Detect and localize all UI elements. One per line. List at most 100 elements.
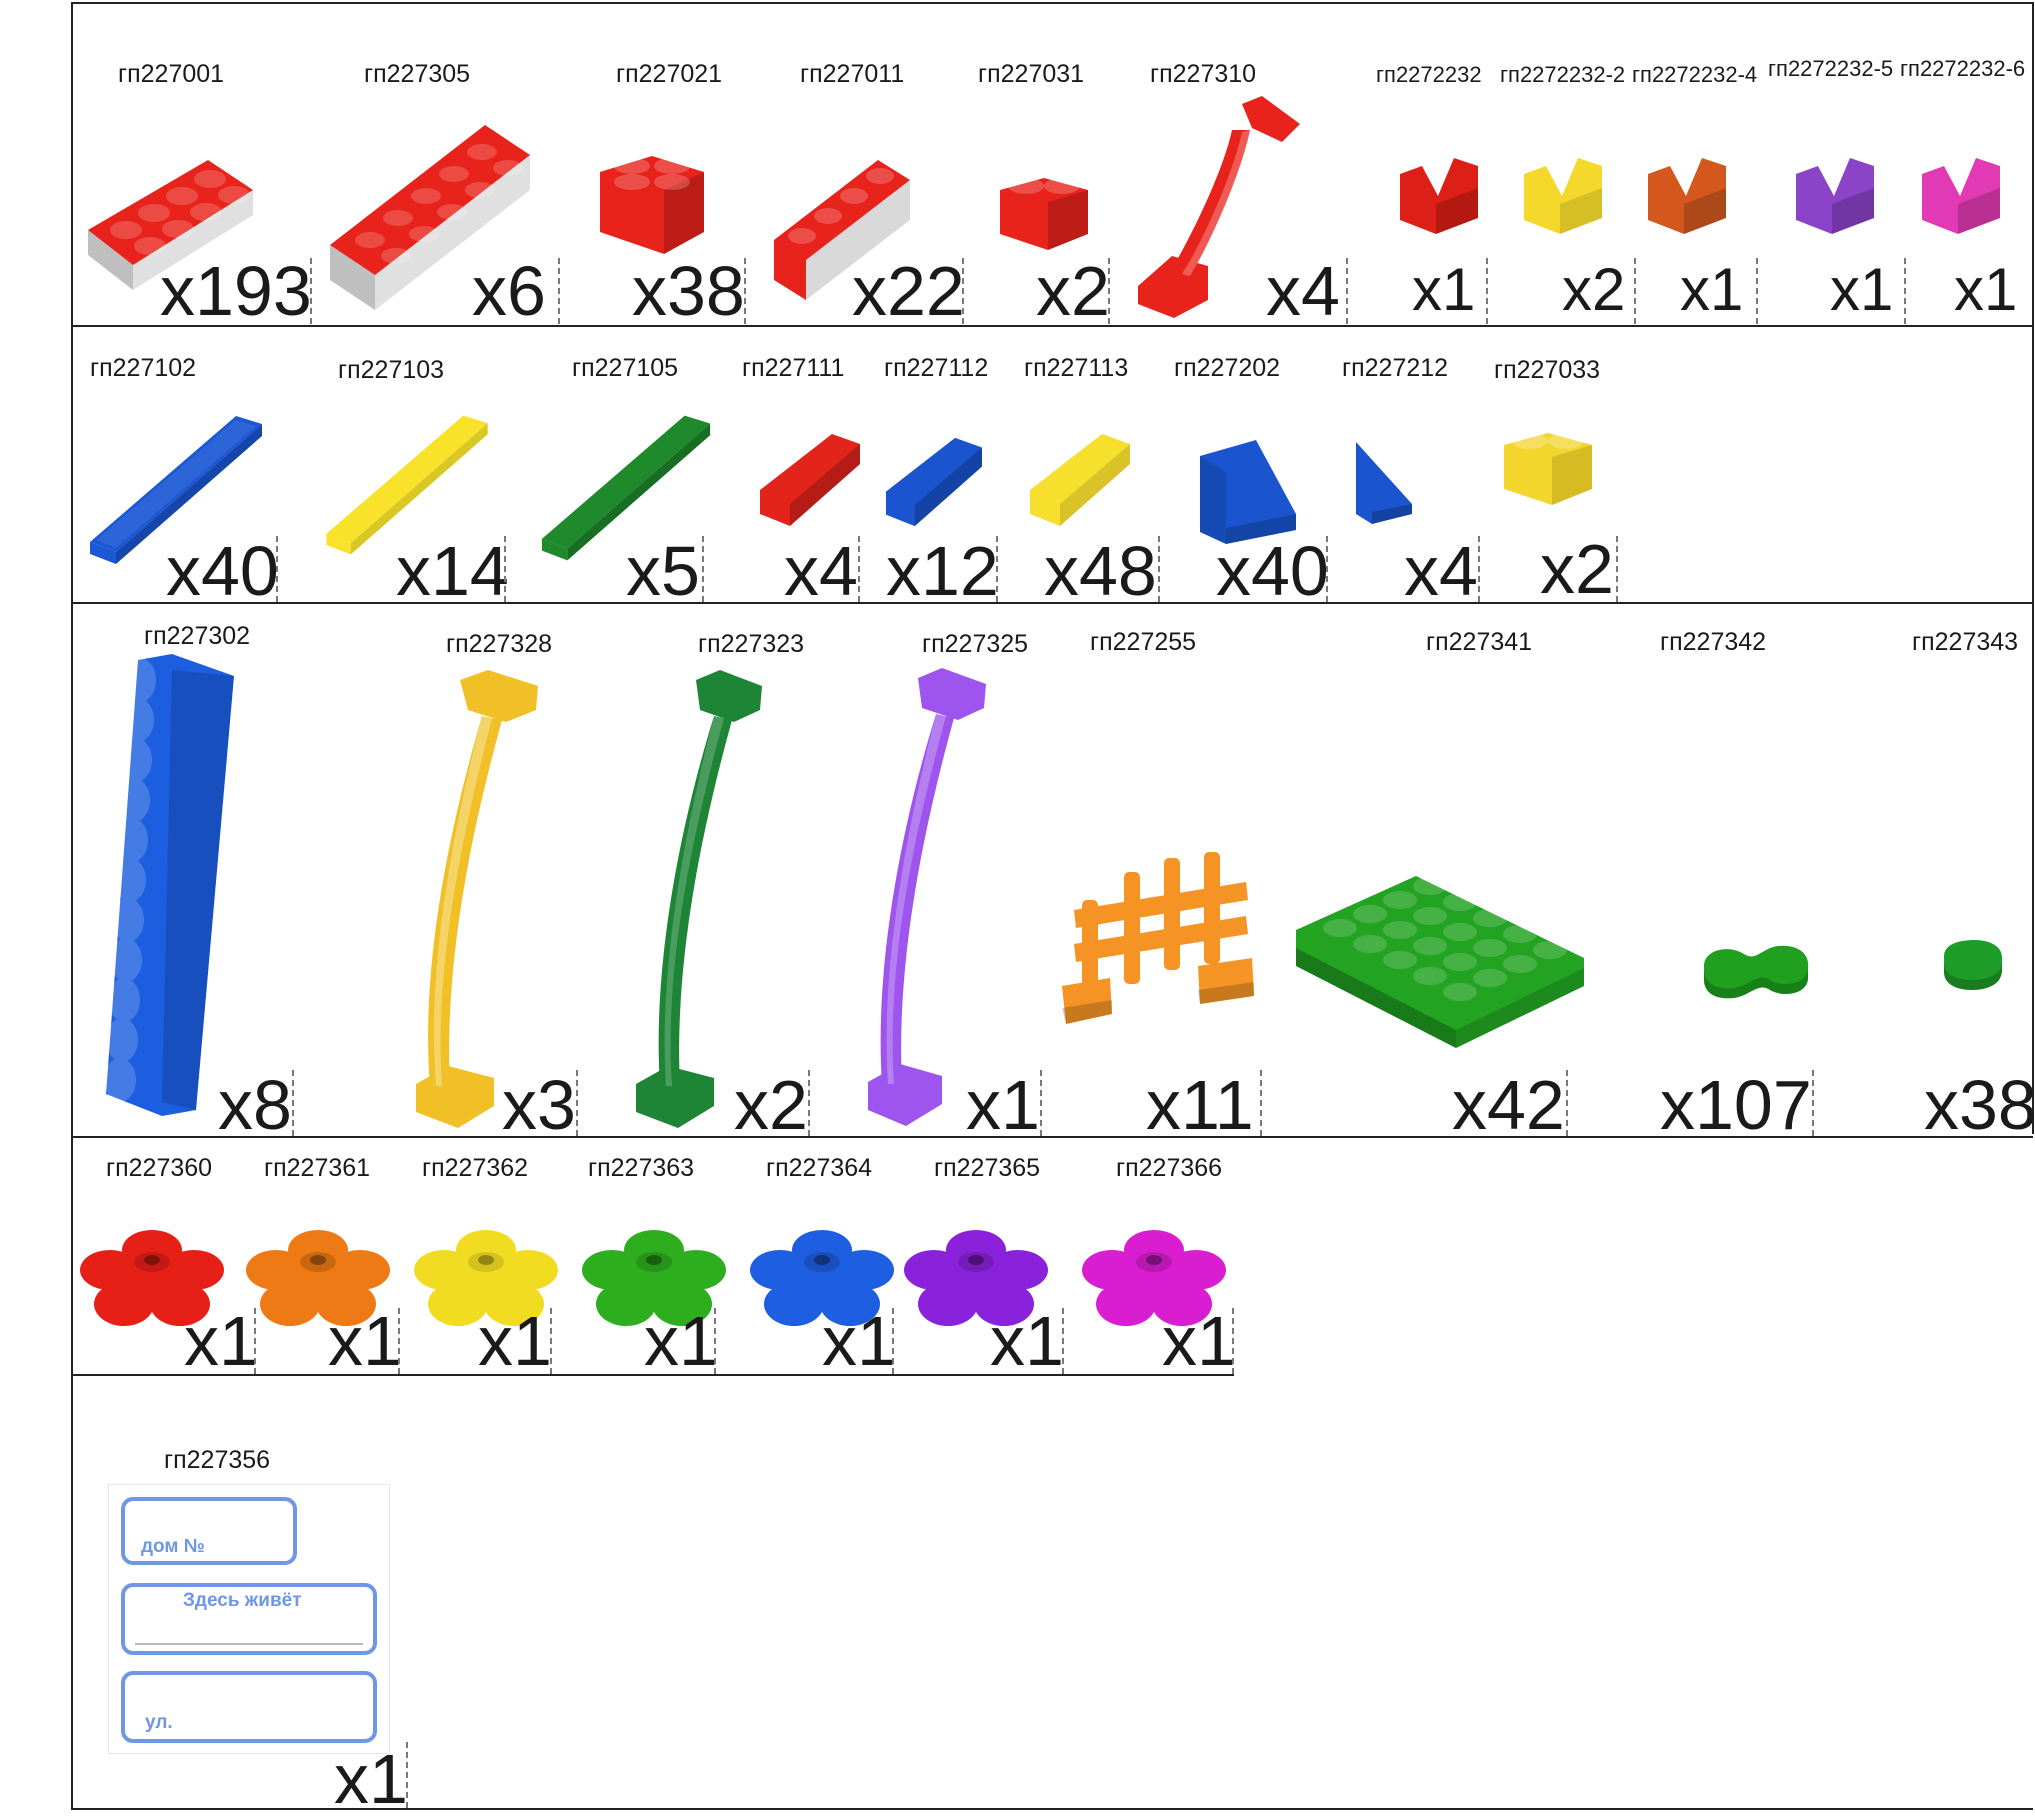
icon-shape	[904, 1230, 1048, 1326]
part-qty: x1	[1680, 256, 1744, 323]
part-code: гп227310	[1150, 60, 1257, 88]
icon-shape	[541, 415, 711, 561]
part-qty: x38	[632, 252, 745, 330]
resident-underline	[135, 1643, 363, 1645]
cell-divider	[1232, 1308, 1234, 1374]
cell-divider	[1566, 1070, 1568, 1136]
part-code: гп227033	[1494, 356, 1601, 384]
curved-arch-icon	[1138, 96, 1300, 318]
brick-2x4-icon	[88, 160, 253, 290]
cell-divider	[576, 1070, 578, 1136]
icon-shape	[582, 1230, 726, 1326]
icon-shape	[246, 1230, 390, 1326]
icon-shape	[88, 160, 253, 265]
flexible-rod-icon	[416, 670, 538, 1128]
street-label: ул.	[145, 1712, 173, 1733]
part-code: гп227325	[922, 630, 1029, 658]
small-tile-icon	[1030, 434, 1130, 526]
cell-divider	[1616, 536, 1618, 602]
house-number-label: дом №	[141, 1536, 205, 1557]
part-qty: x1	[990, 1302, 1064, 1380]
part-qty: x8	[218, 1066, 292, 1144]
cell-divider	[398, 1308, 400, 1374]
small-tile-icon	[760, 434, 860, 526]
part-qty: x2	[734, 1066, 808, 1144]
part-code: гп227202	[1174, 354, 1281, 382]
cell-divider	[1756, 258, 1758, 324]
frame-left	[71, 2, 73, 1810]
part-code: гп227323	[698, 630, 805, 658]
flat-plate-icon	[90, 416, 262, 564]
cell-divider	[1486, 258, 1488, 324]
part-code: гп227111	[742, 354, 845, 382]
brick-1x2-icon	[1504, 433, 1592, 505]
part-code: гп2272232-5	[1768, 56, 1894, 81]
part-code: гп227343	[1912, 628, 2019, 656]
cell-divider	[1040, 1070, 1042, 1136]
cell-divider	[1634, 258, 1636, 324]
part-qty: x4	[1404, 532, 1478, 610]
icon-shape	[600, 156, 704, 254]
icon-shape	[760, 434, 860, 526]
row-divider-1	[71, 325, 2033, 327]
icon-shape	[80, 1230, 224, 1326]
part-code: гп227341	[1426, 628, 1533, 656]
round-tile-icon	[1944, 940, 2002, 990]
part-qty: x4	[1266, 252, 1340, 330]
flower-icon	[80, 1230, 224, 1326]
part-code: гп227112	[884, 354, 989, 382]
part-qty: x3	[502, 1066, 576, 1144]
part-code: гп227021	[616, 60, 723, 88]
part-qty: x1	[966, 1066, 1040, 1144]
row-divider-4	[71, 1374, 1234, 1376]
part-code: гп227361	[264, 1154, 371, 1182]
part-code: гп227302	[144, 622, 251, 650]
brick-2x6-icon	[330, 125, 530, 310]
part-code: гп227305	[364, 60, 471, 88]
part-code: гп227328	[446, 630, 553, 658]
part-qty: x22	[852, 252, 965, 330]
flower-icon	[582, 1230, 726, 1326]
part-qty: x2	[1036, 252, 1110, 330]
flat-plate-icon	[541, 415, 711, 561]
icon-shape	[774, 160, 910, 300]
cell-divider	[1812, 1070, 1814, 1136]
icon-shape	[326, 415, 488, 555]
brick-1x4-icon	[774, 160, 910, 300]
small-tile-icon	[885, 437, 982, 527]
icon-shape	[1524, 158, 1602, 234]
icon-shape	[90, 416, 262, 564]
cell-divider	[1346, 258, 1348, 324]
house-number-plate	[121, 1497, 297, 1565]
flexible-rod-icon	[636, 670, 762, 1128]
part-code: гп2272232	[1376, 62, 1482, 87]
cell-divider	[996, 536, 998, 602]
cell-divider	[714, 1308, 716, 1374]
cell-divider	[962, 258, 964, 324]
flower-icon	[904, 1230, 1048, 1326]
icon-shape	[1796, 158, 1874, 234]
part-code: гп227365	[934, 1154, 1041, 1182]
address-sign-card-icon: дом № Здесь живёт ул.	[108, 1484, 390, 1754]
street-plate	[121, 1671, 377, 1743]
v-notch-block-icon	[1400, 158, 1478, 234]
brick-1x2-icon	[1000, 178, 1088, 250]
slope-block-icon	[1200, 440, 1296, 544]
frame-bottom	[71, 1808, 2033, 1810]
part-qty: x5	[626, 532, 700, 610]
v-notch-block-icon	[1524, 158, 1602, 234]
part-code: гп227031	[978, 60, 1085, 88]
fence-icon	[1062, 852, 1254, 1024]
row-divider-2	[71, 602, 2033, 604]
part-qty: x1	[1954, 256, 2018, 323]
part-qty: x42	[1452, 1066, 1565, 1144]
part-code: гп227363	[588, 1154, 695, 1182]
frame-top	[71, 2, 2033, 4]
part-qty: x1	[328, 1302, 402, 1380]
part-qty: x40	[1216, 532, 1329, 610]
icon-shape	[106, 654, 234, 1116]
cell-divider	[1904, 258, 1906, 324]
icon-shape	[414, 1230, 558, 1326]
cell-divider	[892, 1308, 894, 1374]
icon-shape	[330, 125, 530, 275]
